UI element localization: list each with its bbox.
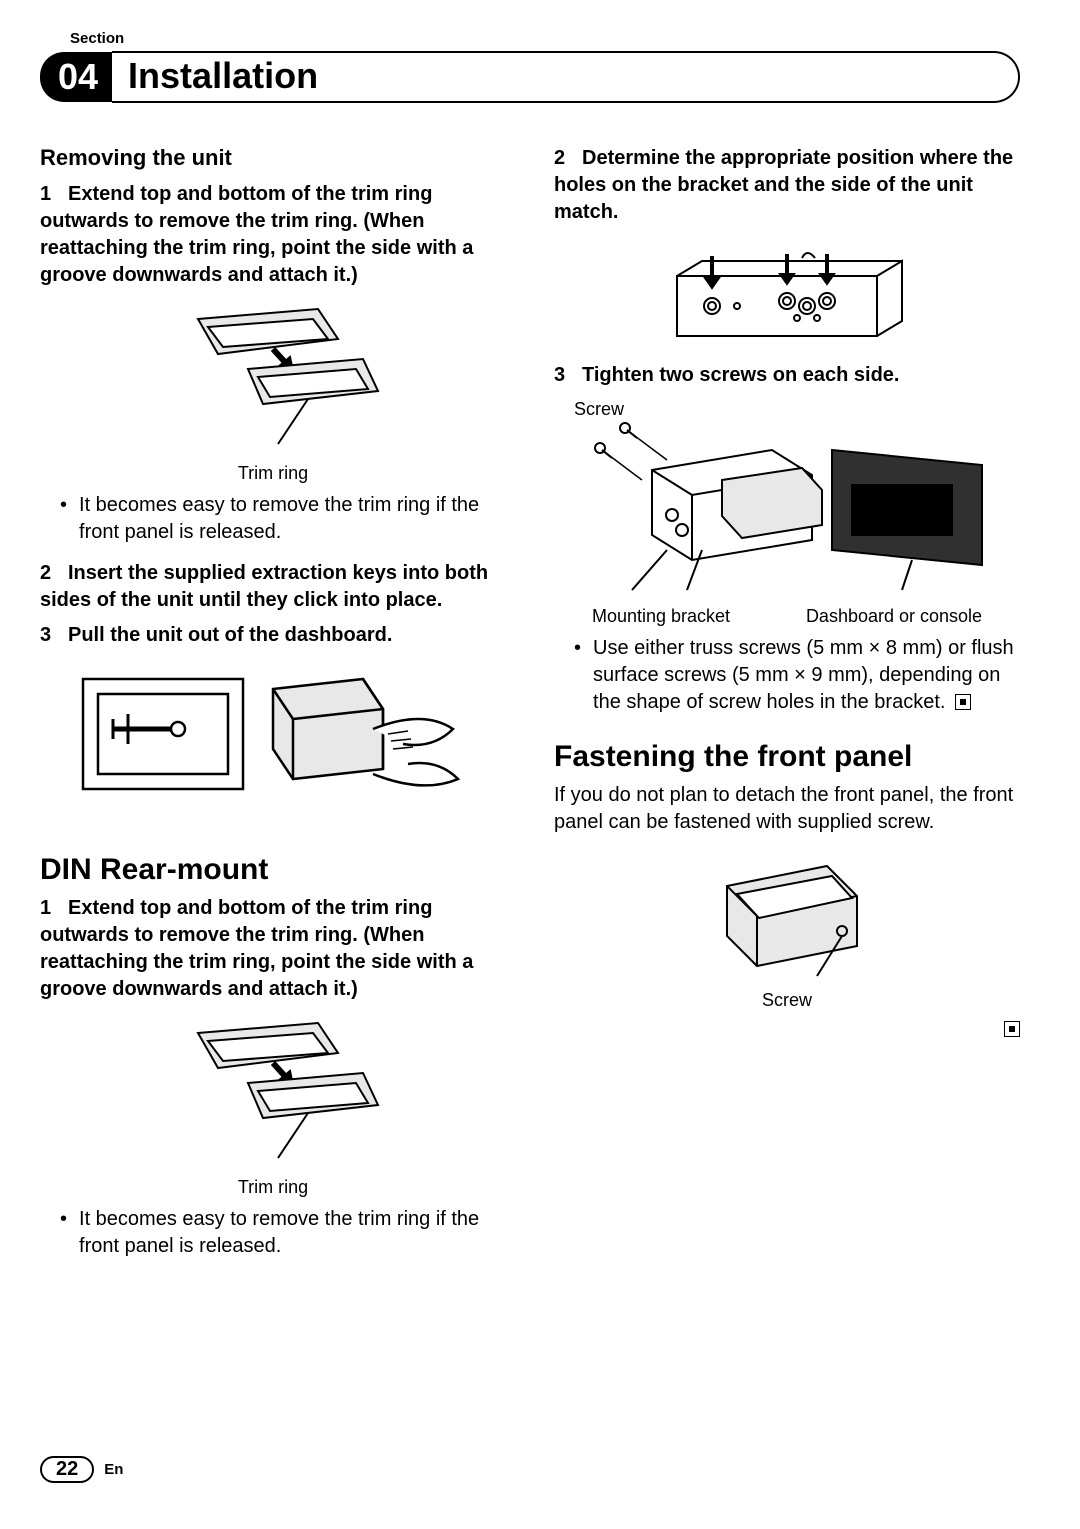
front-panel-screw-diagram-icon: [687, 846, 887, 986]
trim-ring-diagram-icon: [158, 1013, 388, 1173]
trim-ring-diagram-icon: [158, 299, 388, 459]
figure-trim-ring-2: Trim ring: [40, 1013, 506, 1198]
mounting-bullet-1: • Use either truss screws (5 mm × 8 mm) …: [574, 635, 1020, 716]
step-text: Tighten two screws on each side.: [582, 364, 900, 386]
removing-step-2: 2Insert the supplied extraction keys int…: [40, 560, 506, 614]
right-step-2: 2Determine the appropriate position wher…: [554, 145, 1020, 226]
section-title-frame: Installation: [112, 51, 1020, 103]
figure-fasten-screw: Screw: [554, 846, 1020, 1011]
step-number: 3: [554, 362, 582, 389]
figure-caption-row: Mounting bracket Dashboard or console: [554, 606, 1020, 627]
bullet-text: It becomes easy to remove the trim ring …: [79, 1206, 506, 1260]
figure-label-screw: Screw: [574, 399, 1020, 420]
section-header: 04 Installation: [40, 51, 1020, 103]
step-number: 2: [40, 560, 68, 587]
bullet-text: It becomes easy to remove the trim ring …: [79, 492, 506, 546]
bullet-inner-text: Use either truss screws (5 mm × 8 mm) or…: [593, 637, 1014, 713]
step-text: Determine the appropriate position where…: [554, 147, 1013, 223]
step-number: 2: [554, 145, 582, 172]
din-bullet-1: • It becomes easy to remove the trim rin…: [60, 1206, 506, 1260]
removing-step-3: 3Pull the unit out of the dashboard.: [40, 622, 506, 649]
fastening-heading: Fastening the front panel: [554, 740, 1020, 774]
din-rear-mount-heading: DIN Rear-mount: [40, 853, 506, 887]
mounting-diagram-icon: [572, 420, 1002, 600]
bullet-dot-icon: •: [574, 635, 581, 716]
step-number: 3: [40, 622, 68, 649]
bullet-text: Use either truss screws (5 mm × 8 mm) or…: [593, 635, 1020, 716]
figure-mounting: Screw: [554, 399, 1020, 627]
removing-unit-heading: Removing the unit: [40, 145, 506, 171]
page-number-badge: 22: [40, 1456, 94, 1483]
page-footer: 22 En: [40, 1456, 123, 1483]
figure-label-dashboard: Dashboard or console: [806, 606, 982, 627]
step-text: Extend top and bottom of the trim ring o…: [40, 183, 473, 286]
removing-bullet-1: • It becomes easy to remove the trim rin…: [60, 492, 506, 546]
left-column: Removing the unit 1Extend top and bottom…: [40, 145, 506, 1274]
figure-caption: Screw: [554, 990, 1020, 1011]
section-title: Installation: [128, 55, 998, 97]
figure-bracket-holes: [554, 236, 1020, 356]
figure-trim-ring-1: Trim ring: [40, 299, 506, 484]
fastening-body: If you do not plan to detach the front p…: [554, 782, 1020, 836]
figure-caption: Trim ring: [40, 1177, 506, 1198]
step-number: 1: [40, 181, 68, 208]
step-text: Extend top and bottom of the trim ring o…: [40, 897, 473, 1000]
section-number-badge: 04: [40, 52, 112, 102]
bracket-holes-diagram-icon: [647, 236, 927, 356]
section-end-icon: [1004, 1021, 1020, 1037]
figure-caption: Trim ring: [40, 463, 506, 484]
extraction-diagram-icon: [73, 659, 473, 829]
bullet-dot-icon: •: [60, 492, 67, 546]
din-step-1: 1Extend top and bottom of the trim ring …: [40, 895, 506, 1003]
removing-step-1: 1Extend top and bottom of the trim ring …: [40, 181, 506, 289]
figure-label-bracket: Mounting bracket: [592, 606, 730, 627]
step-text: Pull the unit out of the dashboard.: [68, 624, 392, 646]
step-text: Insert the supplied extraction keys into…: [40, 562, 488, 611]
right-column: 2Determine the appropriate position wher…: [554, 145, 1020, 1274]
section-end-icon: [955, 694, 971, 710]
step-number: 1: [40, 895, 68, 922]
figure-pull-unit: [40, 659, 506, 829]
right-step-3: 3Tighten two screws on each side.: [554, 362, 1020, 389]
language-code: En: [104, 1461, 123, 1478]
section-label: Section: [70, 30, 1020, 47]
bullet-dot-icon: •: [60, 1206, 67, 1260]
